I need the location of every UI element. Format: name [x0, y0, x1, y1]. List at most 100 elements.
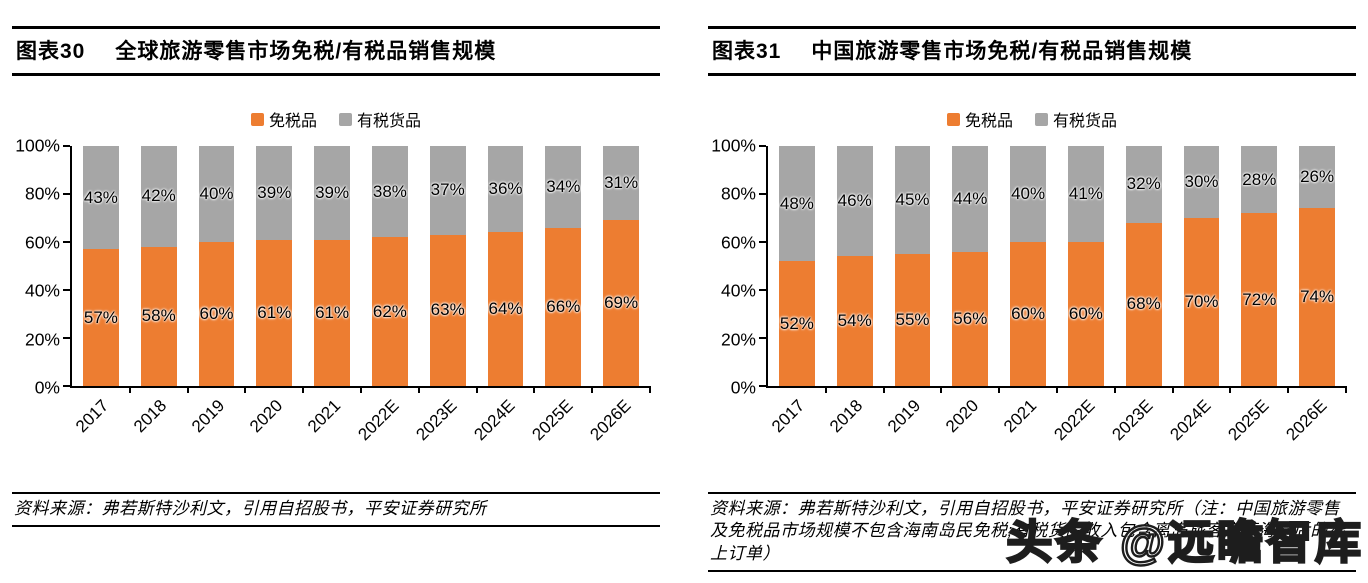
stacked-bar [1299, 146, 1335, 386]
bar-segment-duty-free [778, 261, 815, 386]
data-label-taxed: 26% [1300, 167, 1335, 187]
x-axis-category-label: 2020 [942, 396, 983, 437]
panel-global-chart: 图表30 全球旅游零售市场免税/有税品销售规模 免税品 有税货品 0% 20% 40% 6… [12, 26, 660, 572]
x-axis-tick [475, 386, 478, 393]
bar-segment-taxed [256, 146, 293, 240]
bar-segment-taxed [1183, 146, 1220, 218]
bar-segment-taxed [1010, 146, 1046, 242]
data-label-duty-free: 56% [953, 308, 988, 328]
legend-label: 有税货品 [357, 113, 422, 130]
plot-area: 48% 52% 46% 54% 45% 55% 44% 56% 40% 60% 41% 60% 32% 6… [759, 145, 1347, 393]
data-label-taxed: 39% [257, 182, 292, 202]
data-label-taxed: 48% [779, 193, 814, 213]
bar-segment-taxed [603, 146, 639, 221]
x-axis-category-label: 2021 [304, 396, 345, 437]
data-label-duty-free: 58% [141, 306, 176, 326]
bar-segment-taxed [778, 146, 815, 262]
legend-item: 免税品 [250, 107, 317, 131]
y-axis-tick-label: 80% [24, 183, 60, 204]
data-label-taxed: 38% [372, 181, 407, 201]
stacked-bar [778, 146, 815, 386]
bar-segment-taxed [836, 146, 873, 257]
stacked-bar [1241, 146, 1278, 386]
data-label-taxed: 30% [1184, 172, 1219, 191]
stacked-bar [140, 146, 177, 386]
bar-segment-taxed [371, 146, 408, 238]
data-label-duty-free: 63% [430, 300, 465, 320]
data-label-duty-free: 54% [837, 311, 872, 331]
data-label-duty-free: 61% [257, 302, 292, 322]
data-label-duty-free: 70% [1184, 292, 1219, 311]
chart-title: 图表31 中国旅游零售市场免税/有税品销售规模 [708, 26, 1356, 76]
stacked-bar [371, 146, 408, 386]
data-label-duty-free: 66% [546, 296, 581, 316]
bar-segment-taxed [82, 146, 119, 250]
stacked-bar [82, 146, 119, 386]
data-label-taxed: 31% [604, 173, 639, 193]
bar-segment-duty-free [952, 251, 989, 386]
data-label-duty-free: 60% [1011, 304, 1046, 323]
legend-label: 有税货品 [1053, 113, 1118, 130]
source-note: 资料来源：弗若斯特沙利文，引用自招股书，平安证券研究所 [12, 492, 660, 528]
bar-segment-taxed [1125, 146, 1162, 223]
y-axis-tick-label: 80% [720, 183, 756, 204]
x-axis-category-label: 2022E [354, 396, 403, 445]
bar-segment-taxed [545, 146, 582, 228]
stacked-bar [836, 146, 873, 386]
data-label-taxed: 36% [488, 179, 523, 199]
data-label-duty-free: 52% [779, 313, 814, 333]
y-axis-tick-label: 60% [24, 232, 60, 253]
bar-segment-duty-free [429, 234, 466, 386]
x-axis-tick [1345, 386, 1347, 393]
y-axis-tick [759, 337, 766, 339]
bar-segment-duty-free [603, 220, 639, 386]
figure-title-text: 全球旅游零售市场免税/有税品销售规模 [115, 40, 497, 63]
source-note: 资料来源：弗若斯特沙利文，引用自招股书，平安证券研究所（注：中国旅游零售及免税品… [708, 492, 1356, 573]
data-label-taxed: 44% [953, 188, 988, 208]
x-axis-labels: 2017 2018 2019 2020 2021 2022E 2023E 2024E 2025E… [70, 388, 650, 468]
bar-segment-duty-free [371, 237, 408, 386]
data-label-taxed: 32% [1126, 174, 1161, 194]
bar-segment-duty-free [836, 256, 873, 386]
data-label-duty-free: 60% [199, 304, 234, 323]
x-axis-category-label: 2020 [246, 396, 287, 437]
legend-swatch [250, 112, 264, 126]
bar-segment-duty-free [1067, 242, 1104, 386]
x-axis-tick [1171, 386, 1174, 393]
stacked-bar [429, 146, 466, 386]
legend-item: 免税品 [946, 107, 1013, 131]
stacked-bar [545, 146, 582, 386]
stacked-bar [1010, 146, 1046, 386]
bar-segment-duty-free [487, 232, 524, 386]
data-label-duty-free: 61% [315, 302, 350, 322]
y-axis-tick [63, 145, 70, 147]
x-axis-category-label: 2018 [826, 396, 867, 437]
stacked-bar [894, 146, 931, 386]
x-axis-tick [186, 386, 189, 393]
figure-number: 图表31 [712, 40, 782, 63]
data-label-duty-free: 62% [372, 301, 407, 321]
x-axis-category-label: 2023E [1108, 396, 1157, 445]
bar-segment-duty-free [1241, 213, 1278, 386]
data-label-taxed: 34% [546, 176, 581, 196]
bar-segment-duty-free [140, 246, 177, 386]
x-axis-tick [244, 386, 247, 393]
x-axis-tick [1056, 386, 1058, 393]
stacked-bar [952, 146, 989, 386]
stacked-bar [1067, 146, 1104, 386]
legend: 免税品 有税货品 [708, 107, 1356, 131]
x-axis-category-label: 2017 [72, 396, 113, 437]
chart-title: 图表30 全球旅游零售市场免税/有税品销售规模 [12, 26, 660, 76]
data-label-duty-free: 72% [1242, 289, 1277, 309]
legend-label: 免税品 [964, 113, 1013, 130]
y-axis-tick [759, 241, 766, 243]
x-axis-category-label: 2021 [1000, 396, 1041, 437]
stacked-bar [198, 146, 235, 386]
panel-china-chart: 图表31 中国旅游零售市场免税/有税品销售规模 免税品 有税货品 0% 20% 40% 6… [708, 26, 1356, 573]
data-label-duty-free: 74% [1300, 287, 1335, 307]
y-axis-tick [63, 241, 70, 243]
x-axis-labels: 2017 2018 2019 2020 2021 2022E 2023E 2024E 2025E… [766, 388, 1346, 468]
x-axis-tick [1287, 386, 1290, 393]
bar-segment-taxed [1241, 146, 1278, 214]
